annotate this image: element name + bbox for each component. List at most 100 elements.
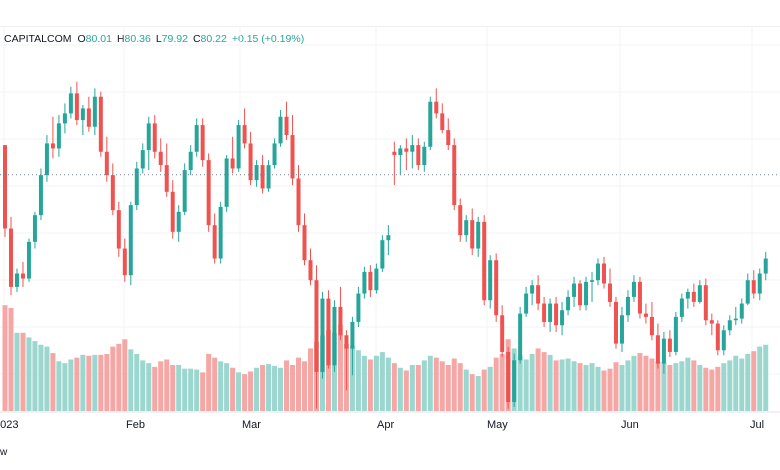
change-value: +0.15 (+0.19%) — [231, 33, 305, 45]
volume-bar — [14, 332, 20, 411]
volume-bar — [212, 357, 218, 411]
volume-bar — [56, 361, 62, 411]
candle-body — [104, 151, 109, 176]
candle-body — [38, 175, 43, 216]
volume-bar — [164, 359, 170, 411]
candle-body — [326, 298, 331, 366]
candle-body — [607, 283, 612, 302]
volume-bar — [715, 366, 721, 411]
candle-body — [709, 320, 714, 324]
volume-bar — [248, 371, 254, 411]
volume-bar — [463, 369, 469, 411]
volume-bar — [302, 361, 307, 411]
candle-body — [572, 283, 577, 297]
volume-bar — [110, 346, 116, 411]
volume-bar — [200, 372, 206, 411]
volume-bar — [134, 353, 140, 411]
close-value: 80.22 — [200, 33, 227, 45]
candle-body — [92, 96, 97, 127]
volume-bar — [541, 352, 547, 411]
volume-bar — [433, 357, 439, 411]
volume-bar — [379, 352, 385, 411]
volume-bar — [607, 368, 613, 411]
volume-bar — [385, 357, 391, 411]
candle-body — [74, 93, 79, 121]
volume-bar — [457, 363, 463, 411]
candle-body — [182, 170, 187, 212]
candle-body — [739, 303, 744, 319]
candle-body — [284, 116, 289, 136]
open-value: 80.01 — [85, 33, 112, 45]
volume-bar — [116, 343, 122, 411]
volume-bar — [655, 361, 661, 411]
volume-bar — [230, 367, 236, 411]
x-tick-label: Jun — [621, 419, 639, 431]
volume-bar — [637, 353, 643, 411]
volume-bar — [445, 365, 451, 411]
candle-body — [488, 260, 493, 301]
volume-bar — [583, 365, 589, 411]
symbol-label[interactable]: CAPITALCOM — [4, 33, 72, 45]
volume-bar — [367, 359, 373, 411]
x-tick-label: Apr — [377, 419, 394, 431]
open-key: O — [77, 33, 86, 45]
candle-body — [3, 145, 7, 229]
candle-body — [344, 335, 349, 349]
candle-body — [452, 145, 457, 206]
candle-body — [542, 303, 547, 322]
volume-bar — [697, 365, 703, 411]
volume-bar — [38, 344, 44, 411]
candle-body — [14, 273, 19, 287]
candle-body — [673, 316, 678, 352]
candle-body — [86, 108, 91, 127]
candle-body — [146, 123, 151, 151]
candle-body — [751, 280, 756, 294]
volume-bar — [26, 337, 32, 411]
volume-bar — [469, 374, 475, 411]
volume-bar — [80, 354, 86, 411]
x-tick-label: May — [487, 419, 508, 431]
x-tick-label: Feb — [126, 419, 145, 431]
volume-bar — [751, 351, 757, 411]
candle-body — [530, 285, 535, 294]
volume-bar — [8, 307, 14, 411]
candle-body — [757, 273, 762, 294]
volume-bar — [206, 353, 212, 411]
volume-bar — [128, 349, 134, 411]
candle-body — [308, 260, 313, 281]
volume-bar — [266, 364, 272, 411]
volume-bar — [613, 362, 619, 411]
volume-bar — [625, 360, 631, 411]
volume-bar — [763, 344, 769, 411]
candle-body — [422, 146, 427, 166]
volume-bar — [254, 367, 260, 411]
volume-bar — [415, 365, 421, 411]
candle-body — [715, 323, 720, 351]
volume-bar — [691, 360, 697, 411]
candle-body — [685, 291, 690, 299]
candle-body — [470, 220, 475, 249]
candle-body — [661, 338, 666, 364]
candle-body — [170, 191, 175, 232]
volume-bar — [307, 348, 313, 411]
candle-body — [332, 306, 337, 366]
volume-bar — [188, 368, 194, 411]
candle-body — [212, 225, 217, 259]
candle-body — [374, 268, 379, 291]
volume-bar — [158, 361, 164, 411]
volume-bar — [170, 365, 176, 411]
volume-bar — [547, 354, 553, 411]
candle-body — [584, 281, 589, 306]
volume-bar — [218, 361, 224, 411]
volume-bar — [397, 367, 403, 411]
footer-label: w — [0, 447, 8, 458]
candle-body — [356, 293, 361, 322]
volume-bar — [62, 363, 68, 411]
volume-bar — [92, 354, 98, 411]
candle-body — [44, 143, 49, 176]
candle-body — [578, 283, 583, 306]
candle-body — [398, 148, 403, 156]
volume-bar — [451, 358, 457, 411]
candle-body — [440, 113, 445, 131]
